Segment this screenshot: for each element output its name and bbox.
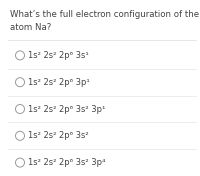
Text: 1s² 2s² 2p⁶ 3s² 3p⁴: 1s² 2s² 2p⁶ 3s² 3p⁴ bbox=[29, 158, 106, 167]
Text: What’s the full electron configuration of the
atom Na?: What’s the full electron configuration o… bbox=[10, 10, 199, 32]
Text: 1s² 2s² 2p⁶ 3s² 3p¹: 1s² 2s² 2p⁶ 3s² 3p¹ bbox=[29, 105, 106, 114]
Text: 1s² 2s² 2p⁶ 3p¹: 1s² 2s² 2p⁶ 3p¹ bbox=[29, 78, 90, 87]
Text: 1s² 2s² 2p⁶ 3s²: 1s² 2s² 2p⁶ 3s² bbox=[29, 131, 89, 140]
Text: 1s² 2s² 2p⁶ 3s¹: 1s² 2s² 2p⁶ 3s¹ bbox=[29, 51, 89, 60]
